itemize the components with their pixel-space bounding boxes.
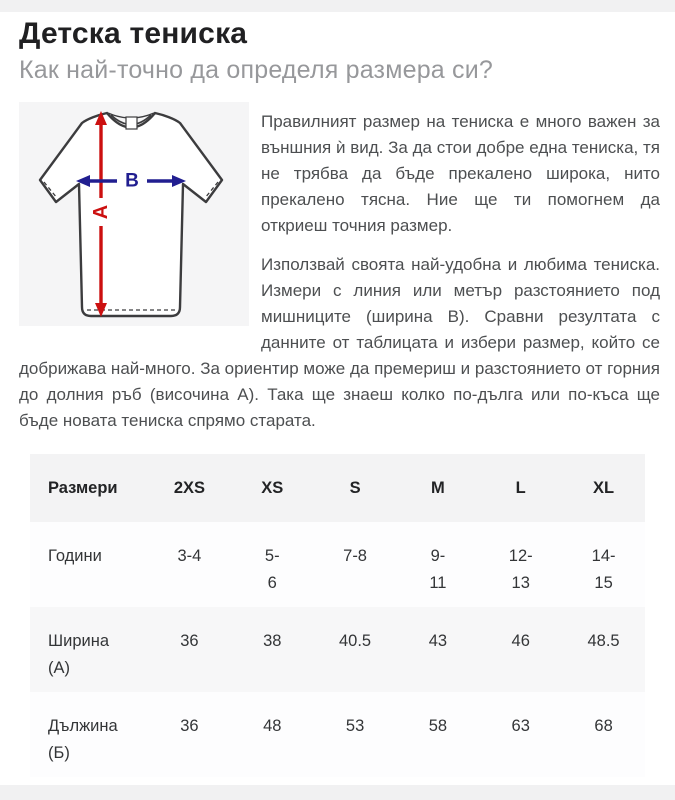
intro-paragraph-2: Използвай своята най-удобна и любима тен… [19,255,660,430]
page-title: Детска тениска [19,17,248,50]
years-l-cell: 12- 13 [508,547,533,592]
length-xs-cell: 48 [263,717,282,735]
row-label-years: Години [48,547,102,565]
header-s: S [313,454,397,522]
header-m: M [396,454,480,522]
years-xs-cell: 5- 6 [264,547,280,592]
header-l: L [479,454,563,522]
row-label-width: Ширина (А) [48,632,110,677]
years-s-cell: 7-8 [343,547,367,565]
header-2xs: 2XS [148,454,231,522]
width-row: Ширина (А) 36 38 40.5 43 46 48.5 [30,607,645,692]
left-cuff-stitch-line [43,181,58,199]
right-cuff-stitch-line [204,181,219,199]
bottom-page-edge [0,785,675,800]
length-l-cell: 63 [511,717,530,735]
length-2xs-cell: 36 [180,717,199,735]
page-subtitle: Как най-точно да определя размера си? [19,56,494,84]
measure-label-a: А [90,205,112,219]
width-m-cell: 43 [428,632,448,650]
width-arrow-b-head-right [172,175,186,187]
length-m-cell: 58 [428,717,448,735]
years-xl-cell: 14- 15 [591,547,616,592]
length-row: Дължина (Б) 36 48 53 58 63 68 [30,692,645,777]
height-arrow-a-head-top [95,111,107,125]
height-arrow-a-head-bottom [95,303,107,317]
header-xl: XL [562,454,645,522]
width-arrow-b-head-left [76,175,90,187]
intro-section: А B Правилният размер на тениска е много… [19,102,660,434]
size-table-header-row: Размери 2XS XS S M L XL [30,454,645,522]
width-xs-cell: 38 [263,632,282,650]
tshirt-diagram: А B [19,102,249,326]
tshirt-measurement-illustration-icon: А B [38,111,224,318]
width-s-cell: 40.5 [339,632,372,650]
years-m-cell: 9- 11 [429,547,447,592]
intro-paragraph-1: Правилният размер на тениска е много важ… [261,112,660,235]
years-row: Години 3-4 5- 6 7-8 9- 11 12- 13 14- 15 [30,522,645,607]
size-table: Размери 2XS XS S M L XL Години 3-4 5- 6 … [30,454,645,777]
length-xl-cell: 68 [594,717,613,735]
length-s-cell: 53 [345,717,365,735]
top-page-edge [0,0,675,12]
width-xl-cell: 48.5 [587,632,620,650]
header-xs: XS [230,454,314,522]
tshirt-outline [38,111,224,318]
years-2xs-cell: 3-4 [177,547,202,565]
width-2xs-cell: 36 [180,632,199,650]
neck-tag [125,116,138,130]
measure-label-b: B [125,171,139,192]
row-label-length: Дължина (Б) [48,717,118,762]
header-sizes: Размери [30,454,148,522]
width-l-cell: 46 [511,632,530,650]
